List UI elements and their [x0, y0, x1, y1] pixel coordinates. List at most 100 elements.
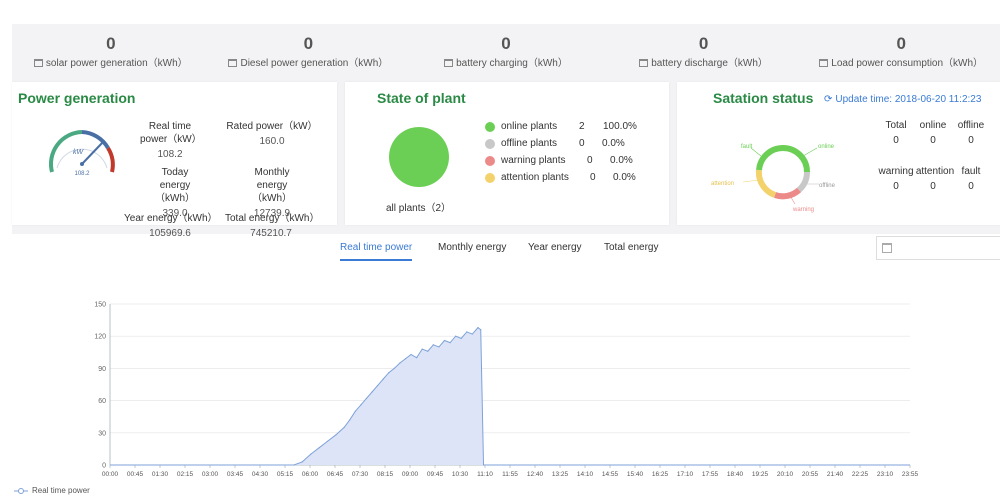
x-tick-label: 16:25	[652, 471, 669, 478]
y-tick-label: 90	[98, 366, 106, 373]
stat-value: 0	[501, 34, 511, 53]
data-point	[310, 453, 312, 455]
legend-label: offline plants	[501, 138, 557, 149]
data-point	[301, 461, 303, 463]
legend-label: attention plants	[501, 172, 569, 183]
x-tick-label: 21:40	[827, 471, 844, 478]
value-warning: 0	[893, 181, 899, 192]
online-dot-icon	[485, 122, 495, 132]
x-tick-label: 14:10	[577, 471, 594, 478]
data-point	[455, 335, 457, 337]
station-status-ring[interactable]: fault online offline warning attention	[707, 126, 857, 216]
x-tick-label: 22:25	[852, 471, 869, 478]
x-tick-label: 06:45	[327, 471, 344, 478]
data-point	[432, 344, 434, 346]
y-tick-label: 30	[98, 430, 106, 437]
plant-status-pie[interactable]	[389, 127, 449, 187]
data-point	[427, 350, 429, 352]
series-line	[110, 326, 910, 466]
x-tick-label: 12:40	[527, 471, 544, 478]
legend-count: 0	[579, 138, 585, 149]
x-tick-label: 17:10	[677, 471, 694, 478]
data-point	[371, 391, 373, 393]
data-point	[480, 329, 482, 331]
stat-solar: 0 solar power generation（kWh）	[12, 24, 210, 76]
data-point	[382, 378, 384, 380]
power-gauge: kW 108.2	[48, 130, 115, 177]
stat-label: battery discharge（kWh）	[605, 57, 803, 71]
tab-monthly-energy[interactable]: Monthly energy	[438, 242, 507, 253]
x-tick-label: 03:45	[227, 471, 244, 478]
header-warning: warning	[878, 166, 914, 177]
stat-value: 0	[698, 34, 709, 53]
x-tick-label: 17:55	[702, 471, 719, 478]
tab-real-time-power[interactable]: Real time power	[340, 240, 413, 261]
year-energy-label: Year energy（kWh）	[124, 213, 218, 224]
data-point	[466, 331, 468, 333]
data-point	[421, 348, 423, 350]
x-tick-label: 02:15	[177, 471, 194, 478]
header-online: online	[919, 120, 947, 131]
stat-label: battery charging（kWh）	[407, 57, 605, 71]
value-online: 0	[930, 135, 936, 146]
year-energy: Year energy（kWh） 105969.6	[124, 212, 218, 240]
legend-count: 0	[587, 155, 593, 166]
refresh-icon[interactable]: ⟳	[824, 94, 833, 105]
data-point	[293, 464, 295, 466]
export-icon	[444, 59, 454, 67]
today-energy-label: Today energy（kWh）	[155, 167, 195, 204]
header-total: Total	[885, 120, 907, 131]
x-tick-label: 14:55	[602, 471, 619, 478]
x-tick-label: 19:25	[752, 471, 769, 478]
header-offline: offline	[957, 120, 985, 131]
all-plants-label: all plants（2）	[386, 203, 452, 214]
data-point	[393, 367, 395, 369]
x-tick-label: 23:55	[902, 471, 919, 478]
legend-count: 0	[590, 172, 596, 183]
x-tick-label: 13:25	[552, 471, 569, 478]
x-tick-label: 18:40	[727, 471, 744, 478]
realtime-power-value: 108.2	[157, 149, 183, 160]
data-point	[482, 464, 485, 466]
x-tick-label: 00:00	[102, 471, 119, 478]
stat-diesel: 0 Diesel power generation（kWh）	[210, 24, 408, 76]
stat-label: Diesel power generation（kWh）	[210, 57, 408, 71]
legend-series-name: Real time power	[32, 486, 90, 495]
x-tick-label: 11:55	[502, 471, 518, 478]
real-time-power-chart: 0 30 60 90 120 150 00:00 00:45 01:30 02:15 03:00 03…	[94, 302, 919, 479]
data-point	[388, 372, 390, 374]
state-of-plant-card: State of plant all plants（2） online plan…	[345, 82, 669, 225]
update-label: Update time:	[835, 94, 893, 105]
legend-line-icon	[14, 487, 28, 494]
tab-total-energy[interactable]: Total energy	[604, 242, 659, 253]
attention-dot-icon	[485, 173, 495, 183]
data-point	[335, 434, 337, 436]
data-point	[318, 447, 320, 449]
state-of-plant-title: State of plant	[377, 90, 466, 106]
stat-value: 0	[106, 34, 116, 53]
date-picker[interactable]	[876, 236, 1000, 260]
tab-year-energy[interactable]: Year energy	[528, 242, 582, 253]
update-time[interactable]: ⟳ Update time: 2018-06-20 11:2:23	[824, 94, 981, 105]
x-tick-label: 20:55	[802, 471, 819, 478]
x-tick-label: 01:30	[152, 471, 169, 478]
data-point	[349, 419, 351, 421]
stat-label: Load power consumption（kWh）	[802, 57, 1000, 71]
stat-value: 0	[896, 34, 906, 53]
rated-power-label: Rated power（kW）	[226, 121, 318, 132]
total-energy: Total energy（kWh） 745210.7	[225, 212, 319, 240]
value-offline: 0	[968, 135, 974, 146]
power-generation-title: Power generation	[18, 90, 136, 106]
x-tick-label: 11:10	[477, 471, 493, 478]
y-tick-label: 0	[102, 463, 106, 470]
data-point	[326, 440, 329, 442]
export-icon	[228, 59, 238, 67]
data-point	[360, 404, 362, 406]
warning-dot-icon	[485, 156, 495, 166]
chart-legend[interactable]: Real time power	[14, 486, 90, 495]
ring-label-fault: fault	[741, 144, 753, 150]
x-tick-label: 00:45	[127, 471, 144, 478]
legend-label: online plants	[501, 121, 558, 132]
calendar-icon	[882, 243, 892, 253]
data-point	[416, 357, 418, 359]
